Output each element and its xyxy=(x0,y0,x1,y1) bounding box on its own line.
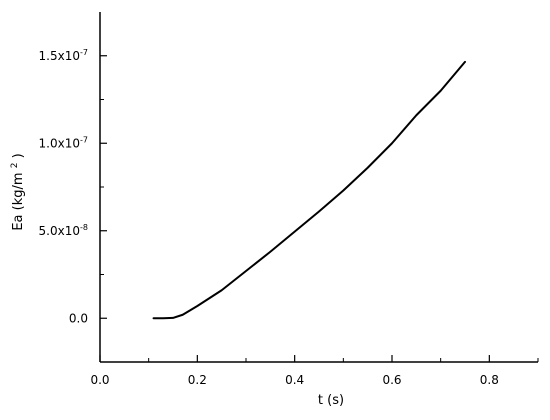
axes xyxy=(99,12,538,363)
y-tick-label-exponent: -7 xyxy=(80,48,88,57)
y-tick-label-exponent: -7 xyxy=(80,135,88,144)
y-axis-title-superscript: 2 xyxy=(10,163,20,169)
y-axis-title-base: Ea (kg/m xyxy=(11,172,26,230)
y-ticks: 0.05.0x10-81.0x10-71.5x10-7 xyxy=(39,48,107,363)
y-tick-label-base: 1.0x10 xyxy=(39,136,80,150)
series-line xyxy=(152,60,466,320)
y-axis-title: Ea (kg/m 2 ) xyxy=(6,153,26,230)
y-tick-label: 1.0x10-7 xyxy=(39,135,88,150)
x-tick-label: 0.4 xyxy=(285,373,304,387)
x-tick-label: 0.6 xyxy=(382,373,401,387)
series-layer xyxy=(152,60,466,320)
y-tick-label: 1.5x10-7 xyxy=(39,48,88,63)
y-tick-label: 5.0x10-8 xyxy=(39,223,88,238)
y-tick-label-exponent: -8 xyxy=(80,223,88,232)
x-axis-title: t (s) xyxy=(318,393,344,408)
x-tick-label: 0.0 xyxy=(90,373,109,387)
x-tick-label: 0.8 xyxy=(480,373,499,387)
y-tick-label: 0.0 xyxy=(69,311,88,325)
y-tick-label-base: 1.5x10 xyxy=(39,49,80,63)
x-tick-label: 0.2 xyxy=(188,373,207,387)
y-tick-label-base: 5.0x10 xyxy=(39,224,80,238)
y-axis-title-suffix: ) xyxy=(11,153,26,158)
x-ticks: 0.0 0.2 0.4 0.6 0.8 xyxy=(90,355,539,387)
y-tick-label-base: 0.0 xyxy=(69,311,88,325)
